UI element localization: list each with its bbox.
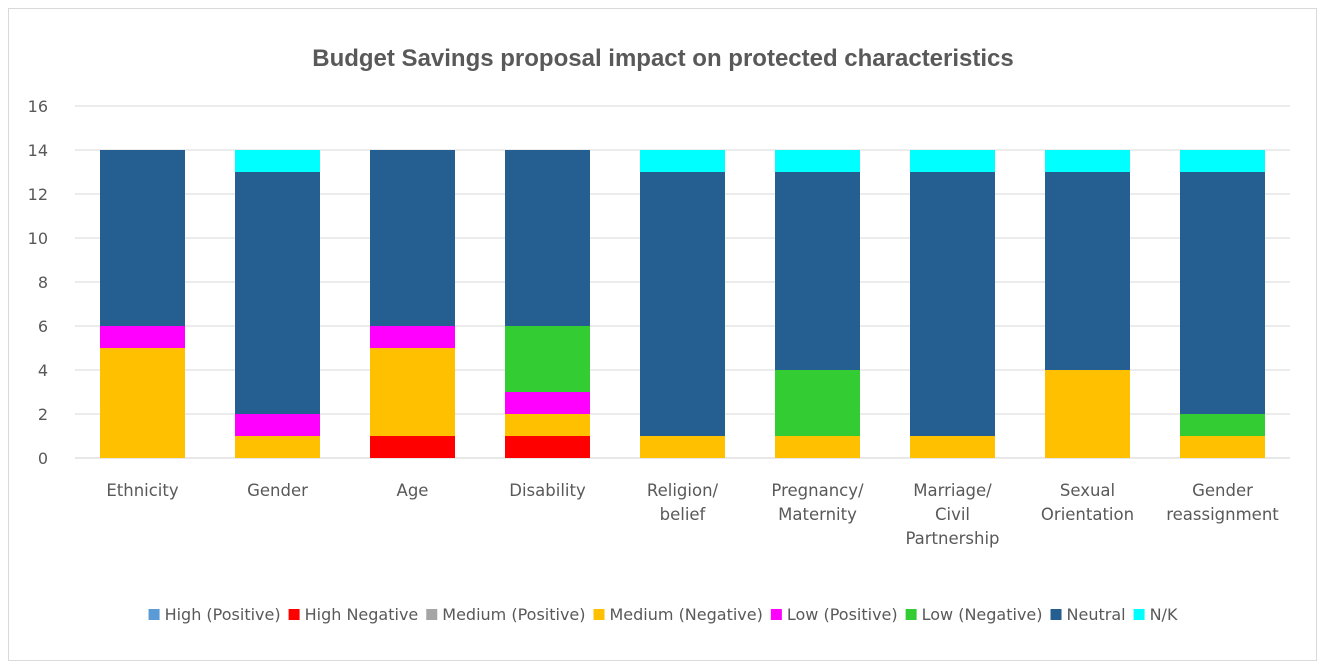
bar-segment (775, 436, 860, 458)
bar-segment (100, 348, 185, 458)
x-tick-label: Maternity (778, 505, 857, 524)
y-tick-label: 16 (28, 97, 48, 116)
bar-segment (910, 150, 995, 172)
y-tick-label: 14 (28, 141, 48, 160)
bar-segment (640, 150, 725, 172)
bar-segment (640, 436, 725, 458)
bar-segment (1180, 150, 1265, 172)
y-tick-label: 0 (38, 449, 48, 468)
bar-segment (505, 150, 590, 326)
bar-segment (370, 436, 455, 458)
legend-label: Neutral (1067, 605, 1126, 624)
bar-segment (775, 150, 860, 172)
x-tick-label: Pregnancy/ (771, 481, 864, 500)
legend-label: Low (Negative) (922, 605, 1043, 624)
x-tick-label: Gender (1192, 481, 1253, 500)
y-tick-label: 10 (28, 229, 48, 248)
bar-segment (775, 370, 860, 436)
x-tick-label: Gender (247, 481, 308, 500)
bar-segment (235, 436, 320, 458)
bar-segment (370, 150, 455, 326)
legend-label: Low (Positive) (787, 605, 898, 624)
legend-swatch (770, 609, 782, 620)
legend-swatch (148, 609, 160, 620)
bars (100, 150, 1265, 458)
bar-segment (1045, 150, 1130, 172)
legend-swatch (288, 609, 300, 620)
bar-segment (235, 150, 320, 172)
y-tick-label: 8 (38, 273, 48, 292)
legend-label: Medium (Negative) (610, 605, 763, 624)
y-tick-label: 12 (28, 185, 48, 204)
x-tick-label: belief (660, 505, 707, 524)
y-tick-label: 4 (38, 361, 48, 380)
bar-segment (1045, 172, 1130, 370)
x-axis: Ethnicity Gender Age Disability Religion/bel… (106, 481, 1279, 548)
bar-segment (1180, 414, 1265, 436)
x-tick-label: Religion/ (647, 481, 719, 500)
y-axis: 0 2 4 6 8 10 12 14 16 (28, 97, 48, 468)
y-tick-label: 6 (38, 317, 48, 336)
y-tick-label: 2 (38, 405, 48, 424)
legend-label: N/K (1150, 605, 1178, 624)
bar-segment (370, 348, 455, 436)
x-tick-label: Partnership (905, 529, 999, 548)
bar-segment (910, 436, 995, 458)
legend-swatch (426, 609, 438, 620)
legend-swatch (1050, 609, 1062, 620)
bar-segment (505, 392, 590, 414)
bar-segment (505, 326, 590, 392)
legend: High (Positive) High Negative Medium (Posi… (148, 605, 1178, 624)
x-tick-label: reassignment (1166, 505, 1279, 524)
bar-segment (775, 172, 860, 370)
legend-swatch (593, 609, 605, 620)
bar-segment (100, 326, 185, 348)
x-tick-label: Disability (509, 481, 586, 500)
x-tick-label: Sexual (1060, 481, 1115, 500)
bar-segment (100, 150, 185, 326)
legend-swatch (1133, 609, 1145, 620)
x-tick-label: Marriage/ (913, 481, 992, 500)
bar-segment (370, 326, 455, 348)
bar-segment (505, 436, 590, 458)
chart-title: Budget Savings proposal impact on protec… (312, 45, 1014, 72)
legend-label: High (Positive) (165, 605, 281, 624)
bar-segment (235, 414, 320, 436)
legend-label: Medium (Positive) (442, 605, 585, 624)
bar-segment (640, 172, 725, 436)
bar-segment (910, 172, 995, 436)
legend-swatch (905, 609, 917, 620)
bar-segment (505, 414, 590, 436)
x-tick-label: Orientation (1041, 505, 1134, 524)
bar-segment (1180, 436, 1265, 458)
x-tick-label: Ethnicity (106, 481, 179, 500)
bar-segment (1180, 172, 1265, 414)
x-tick-label: Civil (935, 505, 970, 524)
legend-label: High Negative (305, 605, 419, 624)
bar-segment (235, 172, 320, 414)
x-tick-label: Age (397, 481, 429, 500)
bar-segment (1045, 370, 1130, 458)
